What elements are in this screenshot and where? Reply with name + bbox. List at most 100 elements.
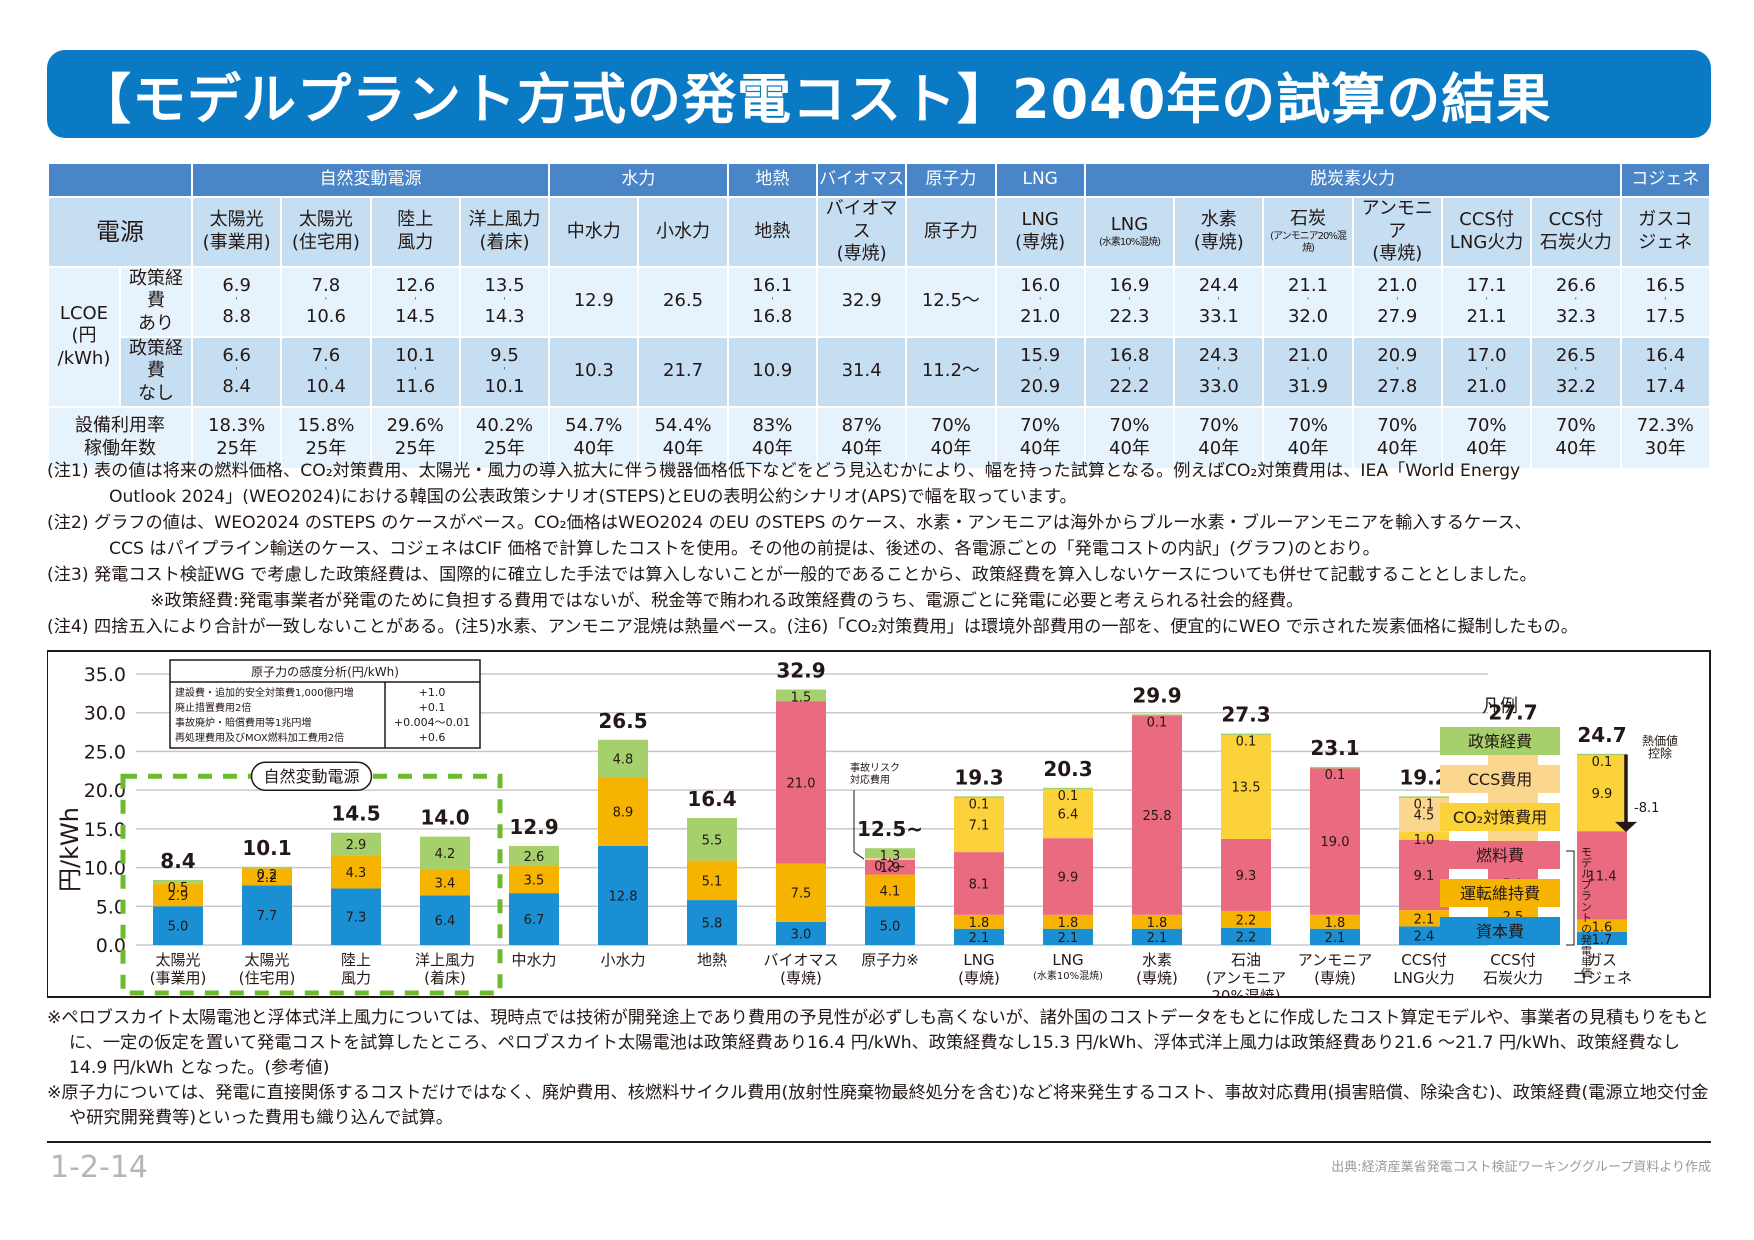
bar-segment-政策経費 (242, 866, 292, 869)
x-tick-label: LNG (963, 951, 994, 969)
bar-segment-運転維持費 (331, 855, 381, 889)
lcoe-value: 10.9 (726, 335, 818, 408)
sensitivity-value: +0.004〜0.01 (394, 716, 470, 729)
bar-segment-事故リスク対応費用 (865, 858, 915, 860)
lcoe-value: 7.6 ˈ 10.4 (280, 335, 372, 408)
legend-title: 凡例 (1482, 696, 1518, 717)
note-line: (注3) 発電コスト検証WG で考慮した政策経費は、国際的に確立した手法では算入… (47, 565, 1537, 585)
x-tick-label: (専焼) (1136, 969, 1178, 987)
bar-segment-資本費 (1043, 928, 1093, 945)
segment-label: 5.5 (702, 833, 723, 848)
bar-segment-資本費 (865, 906, 915, 945)
column-header: 中水力 (548, 196, 640, 268)
sensitivity-value: +1.0 (419, 686, 446, 699)
segment-label: 7.3 (346, 911, 367, 926)
x-tick-label: (水素10%混焼) (1033, 969, 1103, 982)
utilization-value: 70% 40年 (994, 405, 1086, 470)
group-header: 自然変動電源 (190, 162, 551, 198)
x-tick-label: 原子力※ (861, 951, 919, 969)
lcoe-value: 16.5 ˈ 17.5 (1619, 265, 1711, 338)
lcoe-value: 16.9 ˈ 22.3 (1083, 265, 1176, 338)
lcoe-value: 17.1 ˈ 21.1 (1440, 265, 1533, 338)
segment-label: 0.1 (969, 797, 990, 812)
legend-swatch (1440, 765, 1560, 793)
total-label: 29.9 (1132, 683, 1181, 707)
group-header: LNG (994, 162, 1086, 198)
segment-label: 5.8 (702, 917, 723, 932)
sensitivity-item: 廃止措置費用2倍 (175, 701, 251, 714)
x-tick-label: (専焼) (780, 969, 822, 987)
legend-label: CCS費用 (1468, 770, 1533, 789)
sensitivity-title: 原子力の感度分析(円/kWh) (251, 664, 399, 679)
bar-segment-資本費 (687, 900, 737, 945)
utilization-label: 設備利用率 稼働年数 (47, 405, 193, 470)
group-header: 地熱 (726, 162, 818, 198)
bar-segment-政策経費 (865, 848, 915, 859)
lcoe-label: LCOE (円/kWh) (47, 265, 121, 408)
footnote-perovskite: ※ペロブスカイト太陽電池と浮体式洋上風力については、現時点では技術が開発途上であ… (47, 1008, 1709, 1078)
segment-label: 2.2 (1236, 930, 1257, 945)
segment-label: 0.1 (1236, 735, 1257, 750)
lcoe-value: 15.9 ˈ 20.9 (994, 335, 1086, 408)
nuclear-risk-annotation: 事故リスク (850, 761, 900, 774)
column-header: ガスコ ジェネ (1619, 196, 1711, 268)
segment-label: 2.4 (1414, 930, 1435, 945)
segment-label: 4.3 (346, 866, 367, 881)
segment-label: 2.1 (969, 931, 990, 946)
x-tick-label: CCS付 (1401, 951, 1446, 969)
group-header: コジェネ (1619, 162, 1711, 198)
note-line: ※政策経費:発電事業者が発電のために負担する費用ではないが、税金等で賄われる政策… (150, 591, 1304, 611)
utilization-value: 70% 40年 (1083, 405, 1176, 470)
segment-label: 1.8 (969, 916, 990, 931)
bar-segment-燃料費 (1221, 838, 1271, 911)
total-label: 20.3 (1043, 757, 1092, 781)
bar-segment-資本費 (1221, 927, 1271, 945)
segment-label: 3.0 (791, 927, 812, 942)
legend-label: 燃料費 (1476, 846, 1524, 865)
x-tick-label: 太陽光 (155, 951, 200, 969)
lcoe-value: 31.4 (815, 335, 908, 408)
segment-label: 0.1 (1058, 789, 1079, 804)
x-tick-label: CCS付 (1490, 951, 1535, 969)
y-tick-label: 0.0 (96, 935, 126, 957)
column-header: CCS付 石炭火力 (1530, 196, 1622, 268)
total-label: 24.7 (1577, 723, 1626, 747)
bar-segment-運転維持費 (420, 869, 470, 896)
lcoe-value: 21.0 ˈ 27.9 (1351, 265, 1443, 338)
segment-label: 2.9 (346, 838, 367, 853)
utilization-value: 70% 40年 (905, 405, 997, 470)
total-label: 10.1 (242, 836, 291, 860)
bar-segment-政策経費 (420, 836, 470, 870)
bar-segment-運転維持費 (1399, 910, 1449, 927)
source-label: 電源 (47, 196, 193, 268)
bar-segment-運転維持費 (954, 914, 1004, 929)
bar-segment-資本費 (954, 928, 1004, 945)
segment-label: 1.9 (880, 861, 901, 876)
utilization-value: 15.8% 25年 (280, 405, 372, 470)
segment-label: 6.7 (524, 913, 545, 928)
x-tick-label: (着床) (424, 969, 466, 987)
note-line: CCS はパイプライン輸送のケース、コジェネはCIF 価格で計算したコストを使用… (109, 539, 1380, 559)
bar-segment-運転維持費 (598, 776, 648, 846)
bar-segment-燃料費 (1043, 838, 1093, 915)
bar-segment-運転維持費 (1577, 919, 1627, 932)
column-header: LNG (専焼) (994, 196, 1086, 268)
segment-label: 9.9 (1592, 787, 1613, 802)
bar-segment-資本費 (153, 906, 203, 945)
total-label: 8.4 (160, 849, 195, 873)
bar-segment-CO₂対策費用 (954, 797, 1004, 853)
column-header: 原子力 (905, 196, 997, 268)
segment-label: 2.1 (1325, 931, 1346, 946)
lcoe-table: 自然変動電源 水力 地熱 バイオマス 原子力 LNG 脱炭素火力 コジェネ 電源 太陽光 (事業用)… (47, 162, 1711, 470)
x-tick-label: ガス (1587, 951, 1617, 969)
legend-label: 資本費 (1476, 922, 1524, 941)
note-line: (注4) 四捨五入により合計が一致しないことがある。(注5)水素、アンモニア混焼… (47, 617, 1578, 637)
total-label: 14.0 (420, 806, 469, 830)
lcoe-value: 26.5 ˈ 32.2 (1530, 335, 1622, 408)
lcoe-value: 17.0 ˈ 21.0 (1440, 335, 1533, 408)
stacked-bar-chart: 0.0 5.0 10.0 15.0 20.0 25.0 30.0 35.0 円/kWh 自然変動電… (56, 658, 1678, 1005)
bar-segment-資本費 (598, 845, 648, 945)
lcoe-value: 20.9 ˈ 27.8 (1351, 335, 1443, 408)
bar-segment-運転維持費 (776, 863, 826, 922)
lcoe-value: 12.6 ˈ 14.5 (369, 265, 461, 338)
